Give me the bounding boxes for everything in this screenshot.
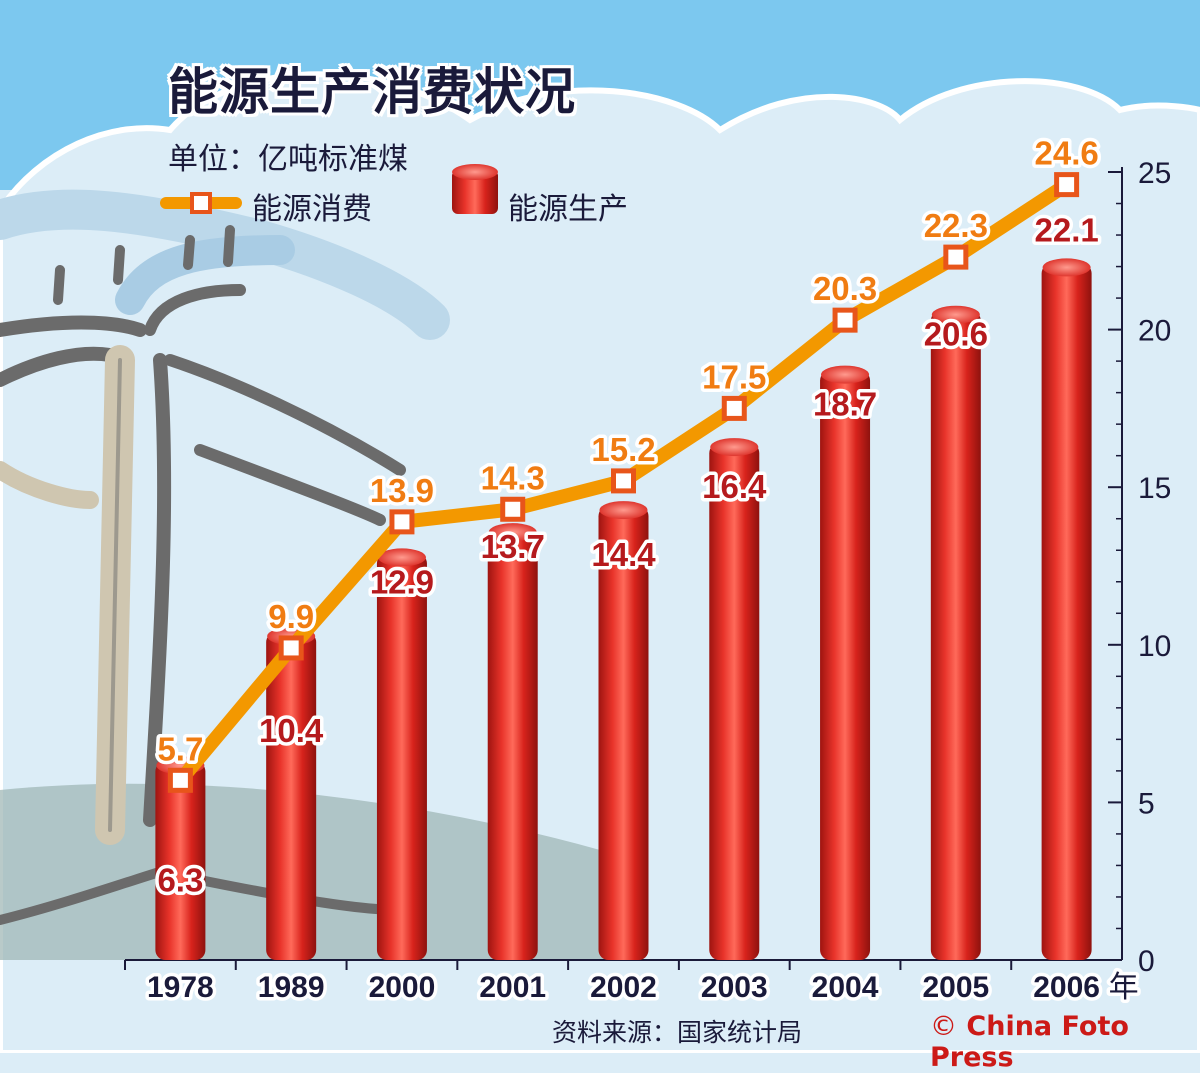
bar-body — [709, 443, 760, 960]
consumption-value-label: 15.2 — [591, 431, 655, 468]
legend-production-label: 能源生产 — [508, 192, 628, 227]
consumption-marker — [832, 307, 858, 333]
bar-body — [487, 528, 538, 960]
consumption-value-label: 20.3 — [813, 270, 877, 307]
bar-cap — [821, 365, 870, 384]
bar-body — [820, 370, 871, 960]
x-axis-unit: 年 — [1109, 970, 1139, 1005]
data-labels: 6.3 10.4 12.9 13.7 14.4 16.4 18.7 20.6 22.1 5.7 9.… — [154, 131, 1102, 902]
y-tick-label: 15 — [1138, 472, 1171, 505]
consumption-line — [167, 172, 1080, 793]
consumption-marker — [611, 468, 636, 494]
production-bars — [155, 258, 1092, 961]
y-tick-label: 20 — [1138, 315, 1171, 348]
consumption-value-label: 14.3 — [481, 459, 545, 496]
consumption-value-label: 13.9 — [370, 472, 434, 509]
y-tick-label: 25 — [1138, 157, 1171, 190]
unit-label: 单位：亿吨标准煤 — [168, 142, 408, 177]
red-cylinder-bar-icon — [452, 164, 498, 214]
production-value-label: 14.4 — [591, 536, 656, 573]
bar-cap — [1042, 258, 1091, 277]
x-tick-label: 2003 — [701, 971, 768, 1004]
bar-body — [376, 553, 427, 960]
x-tick-label: 1978 — [147, 971, 214, 1004]
x-tick-label: 2000 — [369, 971, 436, 1004]
production-value-label: 6.3 — [157, 861, 203, 898]
bar-body — [930, 310, 981, 960]
line-with-square-marker-icon — [160, 192, 242, 214]
production-value-label: 18.7 — [813, 386, 877, 423]
production-value-label: 20.6 — [924, 316, 988, 353]
production-value-label: 22.1 — [1034, 211, 1098, 248]
y-tick-label: 5 — [1138, 787, 1155, 820]
bar-cap — [599, 501, 648, 520]
production-bar — [487, 523, 538, 960]
y-tick-label: 0 — [1138, 945, 1155, 978]
consumption-marker — [278, 635, 304, 661]
bar-cap — [931, 305, 980, 324]
bar-cap — [710, 438, 759, 457]
production-bar — [930, 305, 981, 960]
x-tick-label: 2001 — [479, 971, 546, 1004]
consumption-marker — [500, 496, 526, 522]
photo-credit: © China Foto Press — [930, 1011, 1200, 1073]
bar-body — [598, 506, 649, 960]
x-tick-label: 2002 — [590, 971, 657, 1004]
production-value-label: 16.4 — [702, 468, 767, 505]
x-tick-label: 2006 — [1033, 971, 1100, 1004]
y-tick-label: 10 — [1138, 630, 1171, 663]
production-bar — [598, 501, 649, 960]
production-bar — [820, 365, 871, 960]
bar-cap — [488, 523, 537, 542]
bar-body — [266, 632, 317, 960]
consumption-marker — [1054, 172, 1080, 198]
x-tick-label: 1989 — [258, 971, 325, 1004]
chart-title: 能源生产消费状况 — [168, 63, 576, 121]
consumption-marker — [167, 767, 193, 793]
y-axis-ticks: 0 5 10 15 20 25 — [1108, 157, 1171, 978]
production-value-label: 12.9 — [370, 563, 434, 600]
x-axis-ticks: 1978 1989 2000 2001 2002 2003 2004 2005 2006 年 — [124, 960, 1142, 1009]
consumption-marker — [721, 395, 747, 421]
bar-cap — [377, 548, 426, 567]
production-value-label: 10.4 — [259, 712, 324, 749]
copyright-symbol: © — [930, 1011, 957, 1042]
production-bar — [1041, 258, 1092, 961]
consumption-value-label: 22.3 — [924, 207, 988, 244]
production-bar — [709, 438, 760, 960]
x-tick-label: 2004 — [812, 971, 879, 1004]
consumption-value-label: 17.5 — [702, 358, 766, 395]
consumption-value-label: 5.7 — [157, 730, 203, 767]
consumption-value-label: 24.6 — [1034, 135, 1098, 172]
credit-text: China Foto Press — [930, 1011, 1129, 1073]
bar-body — [1041, 263, 1092, 961]
bar-body — [155, 761, 206, 960]
x-tick-label: 2005 — [922, 971, 989, 1004]
legend — [160, 164, 498, 214]
power-line-pole-illustration — [0, 189, 450, 925]
consumption-value-label: 9.9 — [268, 598, 314, 635]
legend-consumption-label: 能源消费 — [252, 192, 372, 227]
source-note: 资料来源：国家统计局 — [552, 1018, 803, 1047]
production-value-label: 13.7 — [481, 528, 545, 565]
consumption-marker — [943, 244, 969, 270]
production-bar — [376, 548, 427, 960]
consumption-marker — [389, 509, 415, 535]
